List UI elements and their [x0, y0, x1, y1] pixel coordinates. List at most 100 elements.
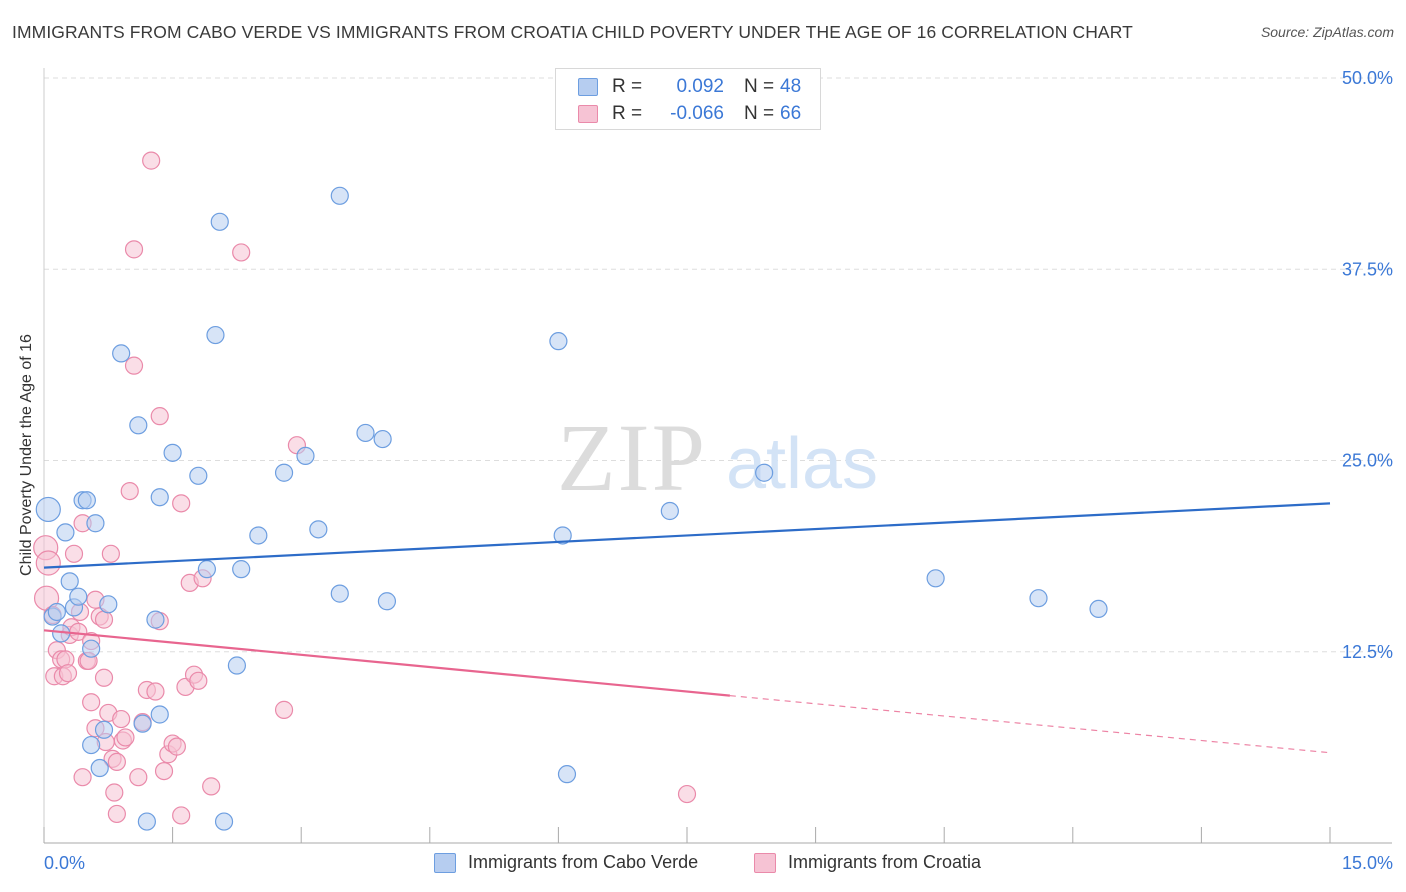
r-label: R =	[612, 76, 643, 97]
source-label: Source: ZipAtlas.com	[1260, 24, 1394, 40]
stats-row-croatia: R = -0.066 N = 66	[578, 102, 801, 126]
croatia-point	[120, 482, 139, 501]
y-tick-label: 37.5%	[1342, 259, 1393, 279]
croatia-point	[116, 728, 135, 747]
cabo-verde-point	[86, 514, 105, 533]
trend-lines	[43, 502, 1331, 754]
cabo-verde-point	[557, 765, 577, 784]
stats-row-cabo-verde: R = 0.092 N = 48	[578, 75, 801, 99]
croatia-point	[189, 671, 208, 690]
cabo-verde-point	[553, 526, 572, 545]
n-value: 48	[780, 76, 802, 97]
r-value: -0.066	[670, 103, 724, 124]
stats-legend: R = 0.092 N = 48 R = -0.066 N = 66	[555, 68, 821, 130]
croatia-swatch	[754, 852, 776, 873]
croatia-point	[124, 356, 144, 375]
series-legend: Immigrants from Cabo Verde Immigrants fr…	[0, 852, 1406, 878]
y-tick-label: 25.0%	[1342, 451, 1393, 471]
croatia-point	[232, 243, 251, 262]
cabo-verde-point	[377, 592, 397, 611]
trend-line-solid	[43, 502, 1331, 569]
croatia-swatch	[578, 105, 598, 123]
croatia-point	[172, 494, 191, 513]
croatia-point	[202, 777, 221, 796]
tick-labels: 12.5% 25.0% 37.5% 50.0% 0.0% 15.0%	[44, 68, 1393, 873]
croatia-point	[94, 668, 114, 687]
croatia-point	[58, 664, 78, 683]
trend-line-dashed	[729, 695, 1331, 754]
cabo-verde-point	[330, 186, 349, 205]
trend-line-solid	[43, 629, 730, 697]
n-label: N =	[744, 103, 775, 124]
croatia-point	[150, 407, 169, 426]
croatia-point	[167, 737, 186, 756]
croatia-point	[64, 544, 84, 563]
legend-item-croatia[interactable]: Immigrants from Croatia	[754, 852, 981, 873]
legend-label: Immigrants from Croatia	[788, 852, 982, 872]
croatia-point	[146, 682, 165, 701]
cabo-verde-point	[926, 569, 945, 588]
cabo-verde-point	[94, 720, 114, 739]
cabo-verde-swatch	[434, 852, 456, 873]
y-axis-label: Child Poverty Under the Age of 16	[18, 334, 35, 576]
cabo-verde-point	[309, 520, 328, 539]
cabo-verde-point	[82, 735, 101, 755]
cabo-verde-point	[112, 344, 131, 363]
cabo-verde-point	[356, 423, 375, 443]
cabo-verde-point	[197, 560, 216, 579]
legend-label: Immigrants from Cabo Verde	[468, 852, 699, 872]
croatia-point	[124, 240, 144, 259]
cabo-verde-point	[274, 463, 294, 482]
cabo-verde-point	[150, 488, 169, 507]
cabo-verde-point	[1089, 599, 1108, 619]
cabo-verde-point	[206, 325, 225, 345]
croatia-point	[73, 768, 92, 787]
croatia-point	[154, 761, 174, 781]
cabo-verde-point	[56, 523, 75, 542]
r-label: R =	[612, 103, 643, 124]
cabo-verde-point	[47, 602, 66, 622]
cabo-verde-point	[249, 526, 268, 545]
croatia-point	[94, 610, 114, 629]
cabo-verde-point	[330, 584, 349, 603]
cabo-verde-point	[189, 466, 208, 485]
cabo-verde-point	[373, 429, 392, 449]
cabo-verde-point	[227, 656, 246, 675]
n-value: 66	[780, 103, 802, 124]
watermark-atlas: atlas	[726, 424, 878, 504]
cabo-verde-point	[214, 812, 234, 831]
cabo-verde-point	[77, 491, 96, 510]
x-tick-label: 0.0%	[44, 853, 85, 873]
cabo-verde-point	[1029, 589, 1048, 608]
cabo-verde-point	[549, 332, 568, 351]
x-tick-label: 15.0%	[1342, 853, 1393, 873]
cabo-verde-point	[82, 639, 101, 658]
cabo-verde-point	[133, 714, 152, 733]
croatia-point	[142, 151, 161, 170]
cabo-verde-point	[146, 610, 165, 629]
watermark-zip: ZIP	[557, 404, 707, 511]
axes	[43, 68, 1392, 844]
cabo-verde-point	[90, 758, 109, 778]
series-cabo-verde-points	[35, 186, 1108, 831]
y-tick-label: 50.0%	[1342, 68, 1393, 88]
y-tick-label: 12.5%	[1342, 642, 1393, 662]
cabo-verde-point	[210, 212, 229, 231]
croatia-point	[274, 700, 294, 719]
croatia-point	[112, 709, 131, 729]
croatia-point	[129, 768, 148, 787]
cabo-verde-point	[296, 446, 315, 466]
croatia-point	[107, 752, 126, 772]
croatia-point	[35, 550, 61, 576]
cabo-verde-point	[129, 416, 148, 435]
croatia-point	[677, 784, 697, 804]
croatia-point	[172, 806, 191, 825]
cabo-verde-point	[163, 443, 182, 462]
legend-item-cabo-verde[interactable]: Immigrants from Cabo Verde	[434, 852, 698, 873]
watermark: ZIP atlas	[557, 404, 878, 511]
croatia-point	[107, 804, 126, 824]
cabo-verde-point	[69, 587, 88, 606]
cabo-verde-point	[137, 812, 156, 831]
cabo-verde-point	[660, 501, 679, 521]
